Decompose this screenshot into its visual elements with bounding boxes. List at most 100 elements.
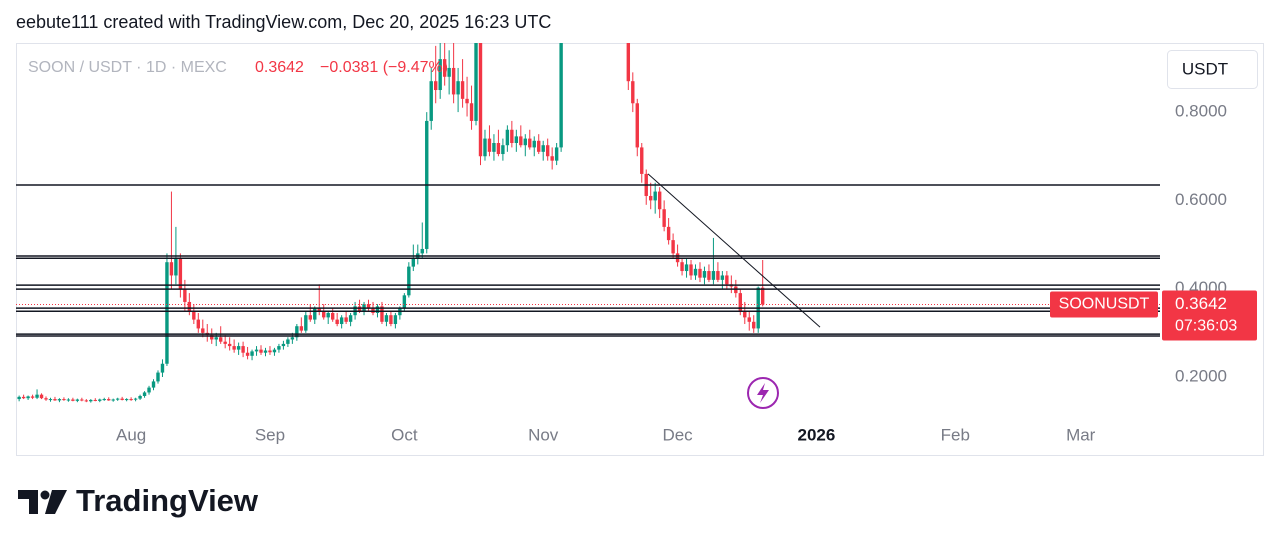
chart-frame [16, 43, 1264, 456]
candle-body [747, 317, 751, 322]
x-tick-label: Mar [1066, 425, 1096, 444]
candle-body [71, 399, 75, 401]
candle-body [554, 147, 559, 161]
currency-label[interactable]: USDT [1182, 59, 1228, 78]
candle-body [236, 346, 241, 350]
candle-body [657, 191, 662, 210]
candle-body [335, 319, 339, 325]
candle-body [465, 98, 469, 104]
candle-body [84, 400, 89, 402]
candle-body [89, 399, 93, 402]
candle-body [707, 271, 711, 280]
x-tick-label: Oct [391, 425, 418, 444]
candle-body [618, 15, 621, 19]
candle-body [456, 81, 460, 95]
candle-body [492, 143, 496, 152]
candle-body [277, 346, 281, 350]
candle-body [393, 315, 398, 325]
candle-body [348, 315, 353, 322]
candle-body [339, 317, 344, 325]
candle-body [313, 308, 317, 320]
candle-body [434, 81, 438, 91]
candle-body [57, 399, 62, 401]
candle-body [604, 2, 607, 11]
candle-body [304, 315, 308, 331]
candle-body [183, 288, 187, 302]
logo-text: TradingView [76, 483, 259, 518]
candle-body [218, 337, 223, 342]
candle-body [93, 399, 97, 401]
candle-body [250, 351, 254, 356]
candle-body [115, 398, 120, 400]
candle-body [550, 156, 554, 161]
candle-body [138, 395, 142, 399]
candle-body [169, 262, 174, 276]
candle-body [120, 398, 124, 400]
candle-body [201, 328, 205, 333]
x-tick-label: Feb [941, 425, 970, 444]
candle-body [107, 399, 111, 401]
symbol-label: SOON / USDT · 1D · MEXC [28, 59, 227, 76]
candle-body [281, 343, 286, 347]
candle-body [442, 59, 447, 77]
candle-body [80, 399, 84, 401]
candle-body [469, 103, 474, 121]
candle-body [496, 143, 501, 155]
candle-body [210, 335, 214, 340]
candle-body [743, 310, 747, 318]
candle-body [48, 399, 53, 401]
candle-body [693, 268, 698, 276]
candle-body [151, 381, 156, 388]
candle-body [631, 81, 635, 104]
candle-body [514, 136, 519, 144]
candle-body [447, 67, 451, 77]
candle-body [35, 394, 39, 398]
logo: TradingView [18, 483, 259, 518]
candle-body [268, 350, 272, 353]
candle-body [613, 6, 616, 19]
candle-body [720, 275, 725, 280]
candle-body [299, 326, 304, 331]
candle-body [165, 262, 169, 364]
candle-body [474, 43, 478, 121]
candle-body [17, 396, 21, 400]
y-tick-label: 0.6000 [1175, 190, 1227, 209]
candle-body [187, 301, 192, 311]
plot-area [16, 0, 1160, 403]
candle-body [241, 346, 245, 353]
candle-body [487, 138, 492, 152]
candle-body [537, 140, 541, 152]
candle-body [402, 295, 407, 309]
candle-body [272, 349, 277, 353]
candle-body [626, 43, 631, 82]
candle-body [102, 399, 106, 401]
candle-body [322, 310, 326, 318]
candle-body [44, 398, 48, 400]
candle-body [411, 257, 416, 267]
currency-button[interactable] [1167, 50, 1258, 89]
ticker-tag [1050, 291, 1158, 318]
logo-mark [45, 490, 67, 514]
candle-body [653, 191, 657, 201]
x-tick-label: Aug [116, 425, 146, 444]
candle-body [295, 326, 299, 338]
candle-body [483, 138, 487, 157]
candle-body [156, 372, 160, 382]
candle-body [133, 398, 138, 400]
candle-body [259, 349, 263, 353]
x-tick-label: Dec [662, 425, 693, 444]
event-bolt [757, 383, 769, 403]
candle-body [290, 337, 295, 340]
logo-mark [18, 490, 38, 514]
candle-body [702, 271, 707, 278]
candle-body [407, 266, 411, 296]
legend-price: 0.3642 [255, 59, 304, 76]
candle-body [384, 315, 389, 322]
candle-body [564, 0, 567, 2]
candle-body [559, 43, 563, 148]
candle-body [196, 319, 201, 329]
candle-body [66, 399, 71, 401]
candle-body [147, 387, 151, 393]
